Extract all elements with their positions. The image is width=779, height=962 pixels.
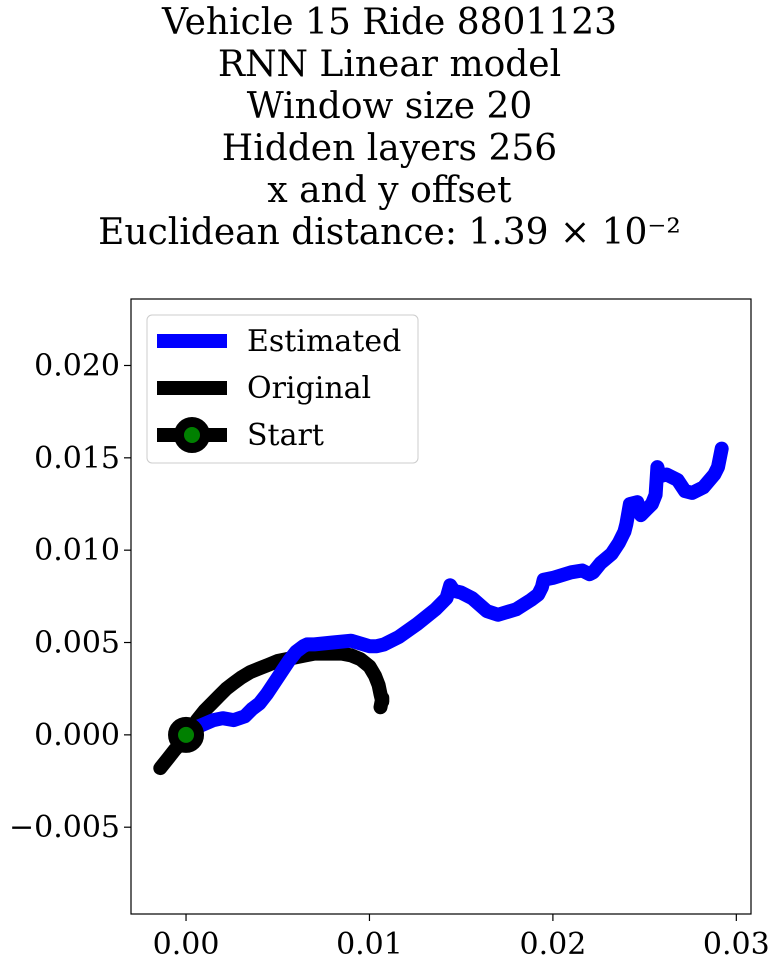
x-tick-label: 0.01: [336, 927, 403, 962]
y-axis: −0.005 0.000 0.005 0.010 0.015 0.020: [9, 348, 131, 845]
y-tick-label: 0.000: [34, 718, 120, 753]
x-tick-label: 0.03: [703, 927, 770, 962]
legend-label-original: Original: [247, 371, 371, 406]
chart-title: Vehicle 15 Ride 8801123 RNN Linear model…: [0, 2, 779, 254]
y-tick-label: 0.015: [34, 441, 120, 476]
y-tick-label: −0.005: [9, 810, 120, 845]
plot-area: [153, 441, 729, 776]
plot-frame: [130, 298, 752, 915]
title-line-5: x and y offset: [267, 170, 512, 211]
y-tick-label: 0.010: [34, 533, 120, 568]
y-tick-label: 0.005: [34, 626, 120, 661]
legend-start-marker: [174, 417, 210, 453]
x-tick-label: 0.02: [519, 927, 586, 962]
x-tick-label: 0.00: [153, 927, 220, 962]
series-line-estimated: [179, 441, 729, 739]
y-tick-label: 0.020: [34, 348, 120, 383]
title-line-2: RNN Linear model: [217, 44, 562, 85]
x-axis: 0.00 0.01 0.02 0.03: [153, 914, 770, 962]
title-line-1: Vehicle 15 Ride 8801123: [161, 2, 618, 43]
legend-box: [146, 314, 419, 464]
legend-label-estimated: Estimated: [247, 324, 401, 359]
title-line-4: Hidden layers 256: [221, 128, 558, 169]
legend: Estimated Original Start: [146, 314, 419, 464]
title-line-3: Window size 20: [246, 86, 533, 127]
legend-label-start: Start: [247, 418, 324, 453]
start-marker: [168, 716, 205, 753]
title-line-6: Euclidean distance: 1.39 × 10⁻²: [98, 212, 681, 253]
